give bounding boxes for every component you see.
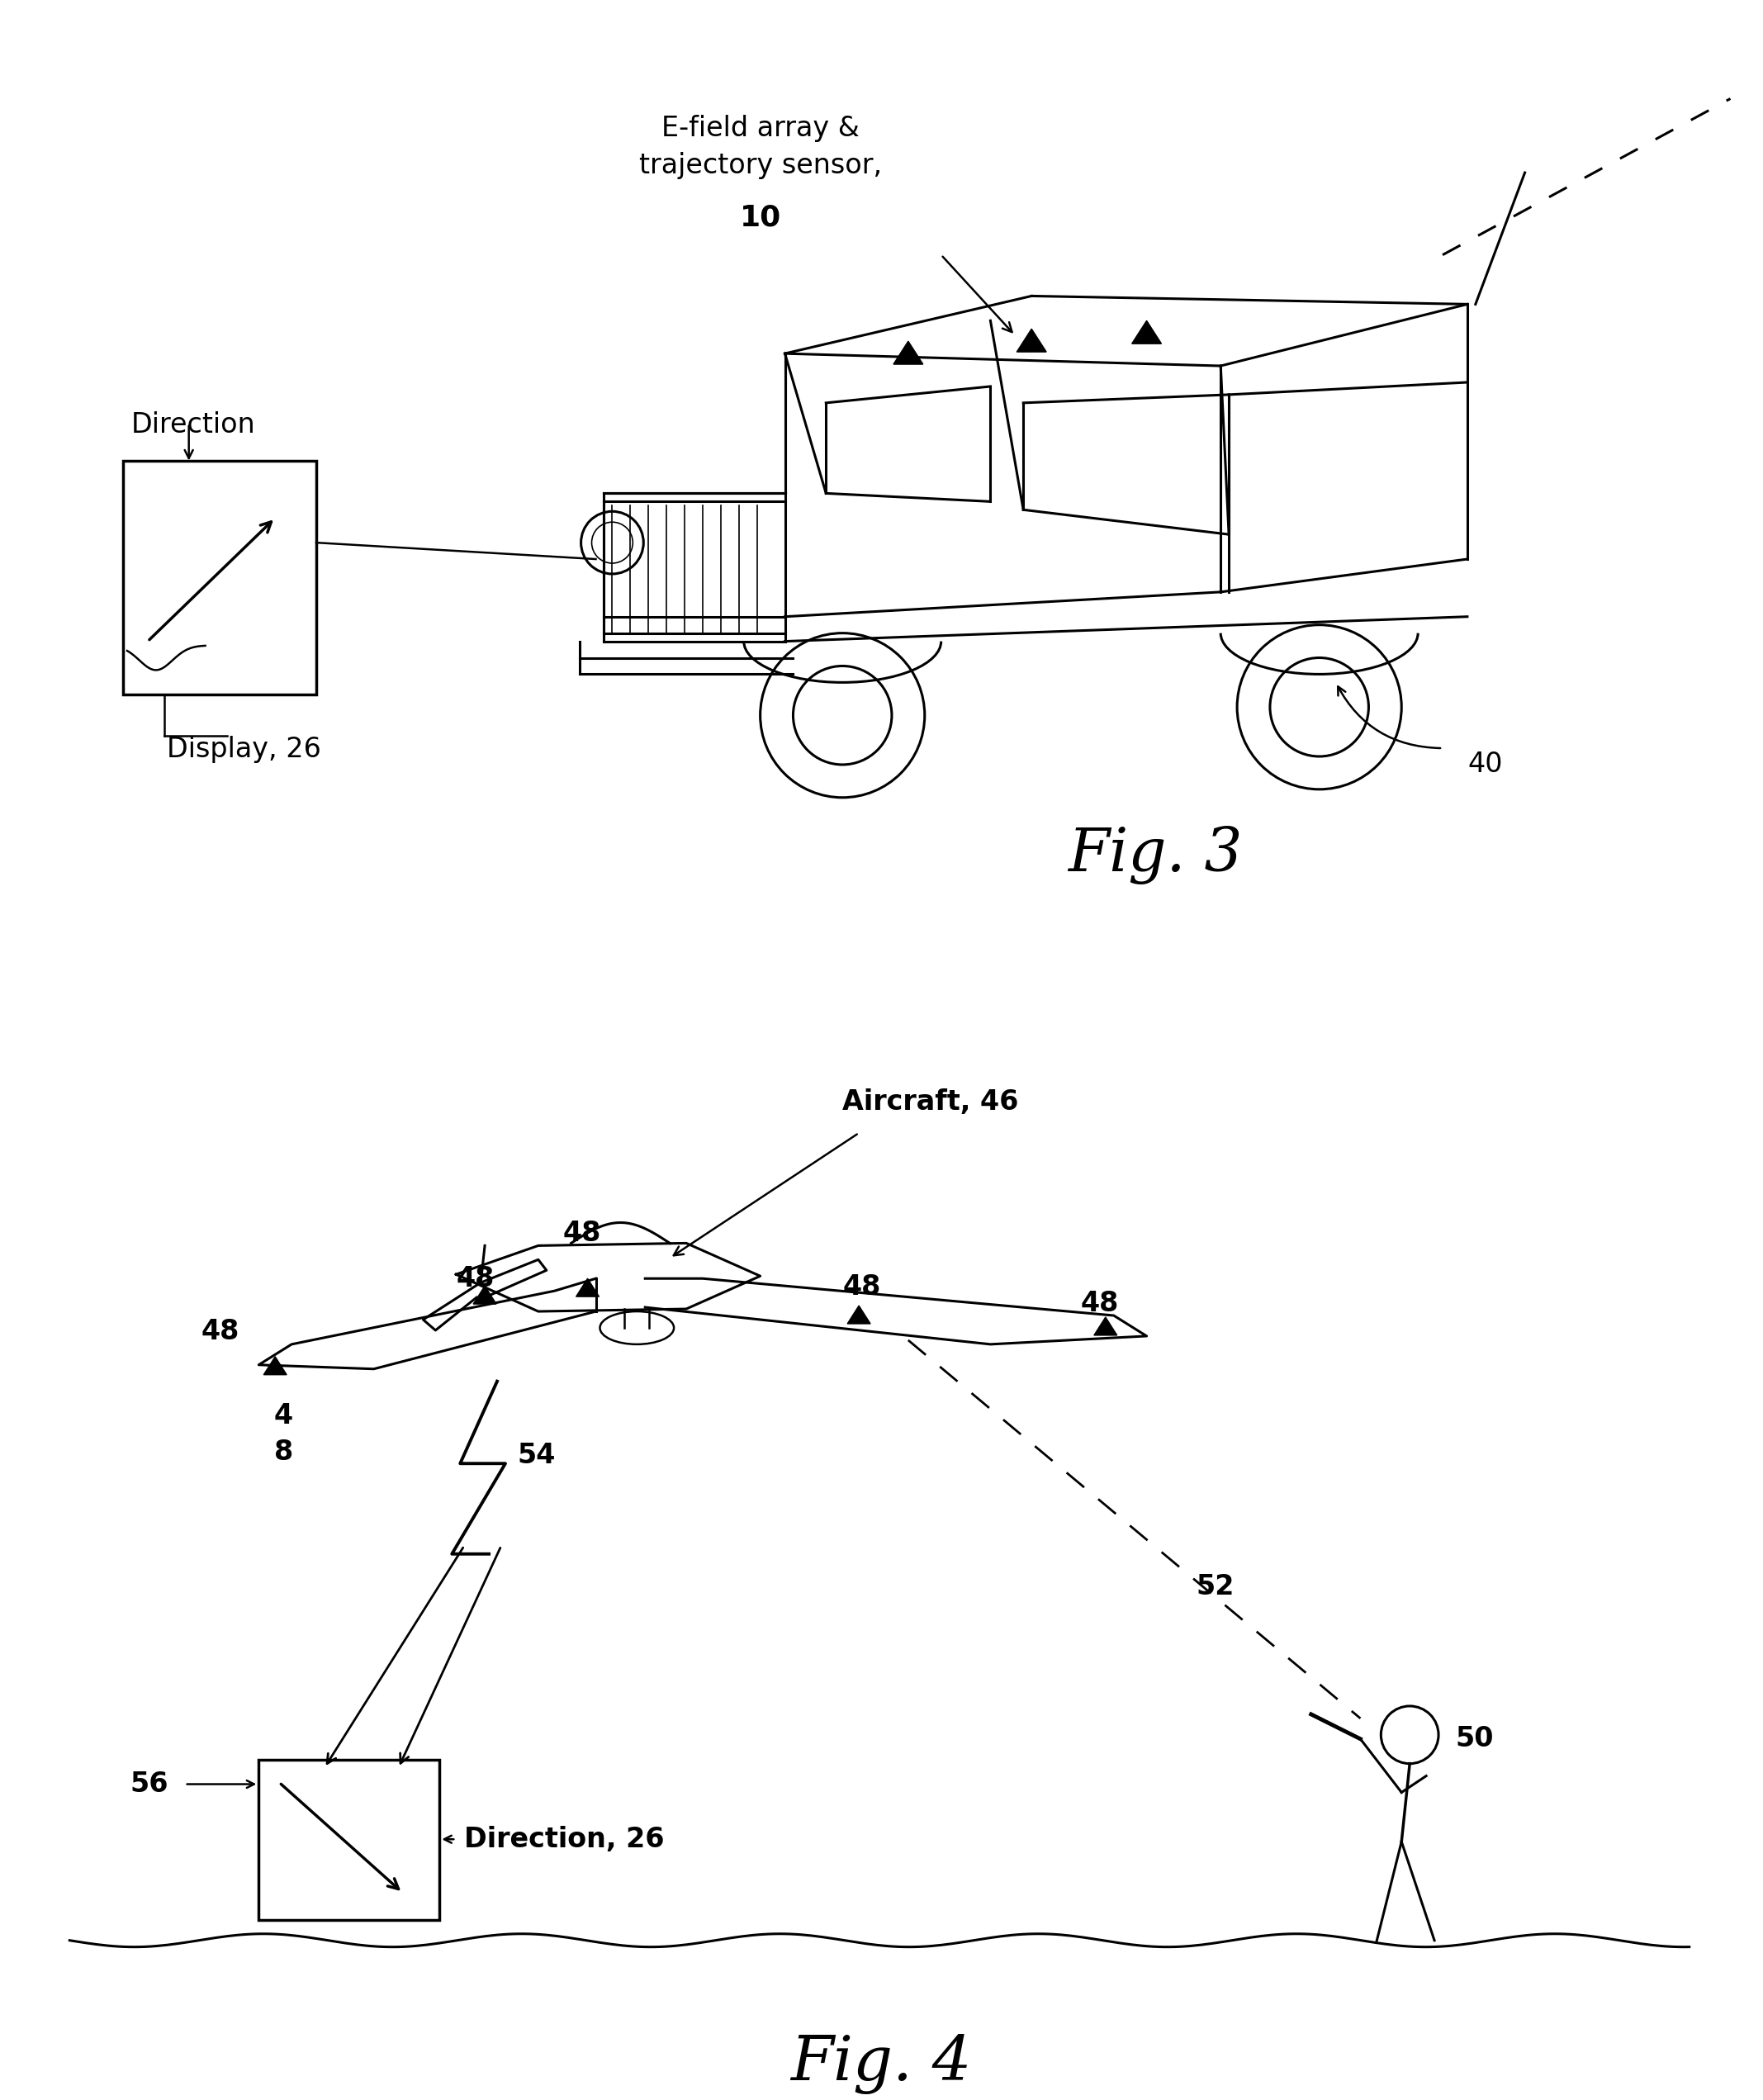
Text: 48: 48 xyxy=(457,1264,494,1292)
Text: 48: 48 xyxy=(1081,1289,1120,1317)
Polygon shape xyxy=(894,340,924,363)
Polygon shape xyxy=(1095,1317,1118,1336)
Bar xyxy=(259,1760,439,1919)
Text: Direction, 26: Direction, 26 xyxy=(464,1825,665,1852)
Polygon shape xyxy=(1132,321,1162,344)
Text: 10: 10 xyxy=(739,204,781,231)
Text: Aircraft, 46: Aircraft, 46 xyxy=(843,1088,1019,1115)
Text: trajectory sensor,: trajectory sensor, xyxy=(638,151,882,178)
Text: 48: 48 xyxy=(562,1220,601,1247)
Text: 52: 52 xyxy=(1195,1573,1234,1600)
Polygon shape xyxy=(264,1357,287,1376)
Text: 4: 4 xyxy=(273,1403,293,1430)
Text: 48: 48 xyxy=(843,1273,882,1300)
Polygon shape xyxy=(577,1279,599,1296)
Polygon shape xyxy=(472,1285,497,1304)
Polygon shape xyxy=(848,1306,871,1323)
Text: 54: 54 xyxy=(518,1443,555,1468)
Text: E-field array &: E-field array & xyxy=(661,116,859,143)
Text: Display, 26: Display, 26 xyxy=(167,735,321,762)
Bar xyxy=(123,460,316,695)
Polygon shape xyxy=(1017,330,1047,353)
Text: 40: 40 xyxy=(1467,752,1502,779)
Text: Fig. 3: Fig. 3 xyxy=(1068,825,1243,884)
Text: Direction: Direction xyxy=(130,412,256,439)
Text: Fig. 4: Fig. 4 xyxy=(790,2033,971,2094)
Text: 48: 48 xyxy=(201,1319,240,1346)
Text: 8: 8 xyxy=(273,1439,293,1466)
Text: 50: 50 xyxy=(1454,1726,1493,1754)
Text: 56: 56 xyxy=(130,1770,167,1798)
